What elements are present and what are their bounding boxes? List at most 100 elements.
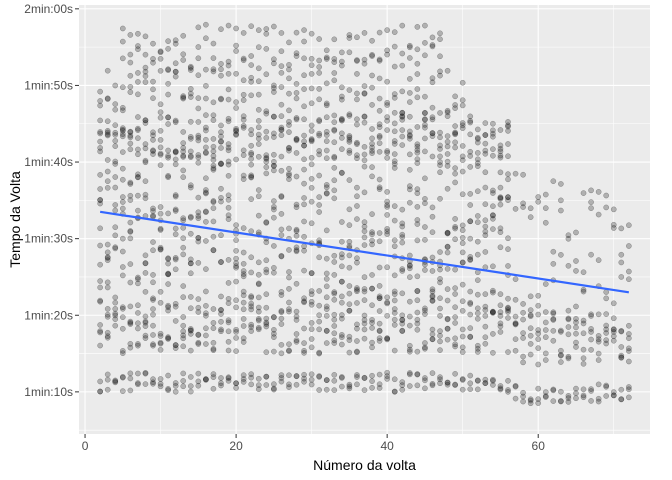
scatter-point — [203, 377, 209, 383]
scatter-point — [437, 36, 443, 43]
scatter-point — [150, 148, 156, 154]
scatter-point — [157, 246, 164, 253]
scatter-point — [233, 263, 239, 269]
scatter-point — [263, 304, 270, 311]
scatter-point — [187, 133, 194, 140]
scatter-point — [346, 112, 353, 119]
scatter-point — [278, 193, 285, 199]
scatter-point — [157, 380, 164, 387]
scatter-point — [142, 178, 149, 185]
scatter-point — [316, 148, 323, 154]
scatter-point — [497, 127, 504, 133]
scatter-point — [233, 380, 239, 387]
scatter-point — [104, 333, 111, 340]
scatter-point — [195, 194, 202, 201]
scatter-point — [316, 237, 323, 244]
scatter-point — [406, 55, 413, 61]
scatter-point — [97, 242, 103, 249]
scatter-point — [263, 110, 270, 117]
scatter-point — [346, 133, 353, 139]
scatter-point — [444, 243, 451, 250]
scatter-point — [422, 39, 428, 46]
scatter-point — [384, 155, 391, 161]
scatter-point — [459, 298, 466, 305]
scatter-point — [301, 298, 307, 305]
scatter-point — [452, 130, 458, 137]
scatter-point — [376, 293, 383, 300]
scatter-point — [437, 53, 443, 60]
scatter-point — [195, 378, 202, 385]
scatter-point — [610, 326, 617, 333]
scatter-point — [535, 385, 542, 392]
scatter-point — [580, 269, 587, 276]
scatter-point — [165, 281, 171, 287]
scatter-point — [203, 150, 209, 156]
scatter-point — [203, 376, 209, 382]
scatter-point — [293, 116, 300, 123]
scatter-point — [263, 135, 270, 141]
scatter-point — [437, 328, 443, 334]
scatter-point — [376, 371, 383, 378]
scatter-point — [422, 135, 428, 142]
scatter-point — [240, 372, 247, 379]
scatter-point — [527, 397, 534, 404]
scatter-point — [610, 329, 617, 335]
scatter-point — [218, 328, 224, 335]
scatter-point — [286, 348, 292, 355]
scatter-point — [104, 329, 111, 336]
scatter-point — [150, 59, 156, 66]
scatter-point — [195, 309, 202, 315]
scatter-point — [263, 158, 270, 165]
scatter-point — [603, 311, 610, 317]
scatter-point — [369, 378, 375, 385]
scatter-point — [165, 114, 171, 121]
scatter-point — [323, 294, 330, 301]
scatter-point — [361, 56, 368, 63]
scatter-point — [150, 40, 156, 47]
scatter-point — [157, 299, 164, 306]
scatter-point — [391, 94, 398, 101]
scatter-point — [429, 42, 436, 48]
scatter-point — [323, 128, 330, 135]
scatter-point — [490, 120, 496, 127]
scatter-point — [369, 211, 375, 217]
scatter-point — [369, 285, 375, 292]
y-axis-ticks: 1min:10s1min:20s1min:30s1min:40s1min:50s… — [24, 2, 79, 399]
scatter-point — [293, 201, 300, 208]
scatter-point — [384, 264, 391, 271]
scatter-point — [369, 344, 375, 351]
scatter-point — [361, 335, 368, 342]
scatter-point — [316, 209, 323, 215]
scatter-point — [384, 225, 391, 232]
scatter-point — [119, 84, 126, 91]
scatter-point — [172, 149, 179, 156]
scatter-point — [195, 215, 202, 222]
scatter-point — [127, 83, 134, 90]
scatter-point — [180, 251, 187, 258]
scatter-point — [618, 259, 625, 266]
scatter-point — [467, 218, 474, 225]
scatter-point — [535, 345, 542, 351]
scatter-point — [210, 371, 217, 377]
scatter-point — [225, 147, 232, 154]
scatter-point — [399, 109, 406, 116]
scatter-point — [391, 63, 398, 70]
scatter-point — [437, 338, 443, 345]
scatter-point — [399, 312, 406, 319]
scatter-point — [135, 127, 141, 133]
scatter-point — [112, 322, 119, 329]
scatter-point — [323, 313, 330, 319]
scatter-point — [225, 295, 232, 302]
scatter-point — [331, 289, 338, 295]
scatter-point — [490, 130, 496, 137]
scatter-point — [505, 349, 511, 355]
scatter-point — [187, 383, 194, 389]
scatter-point — [150, 332, 156, 338]
scatter-point — [195, 105, 202, 112]
scatter-point — [452, 341, 458, 348]
scatter-point — [172, 266, 179, 273]
scatter-point — [248, 381, 255, 388]
scatter-point — [550, 248, 557, 255]
scatter-point — [135, 381, 141, 388]
scatter-point — [127, 132, 134, 139]
